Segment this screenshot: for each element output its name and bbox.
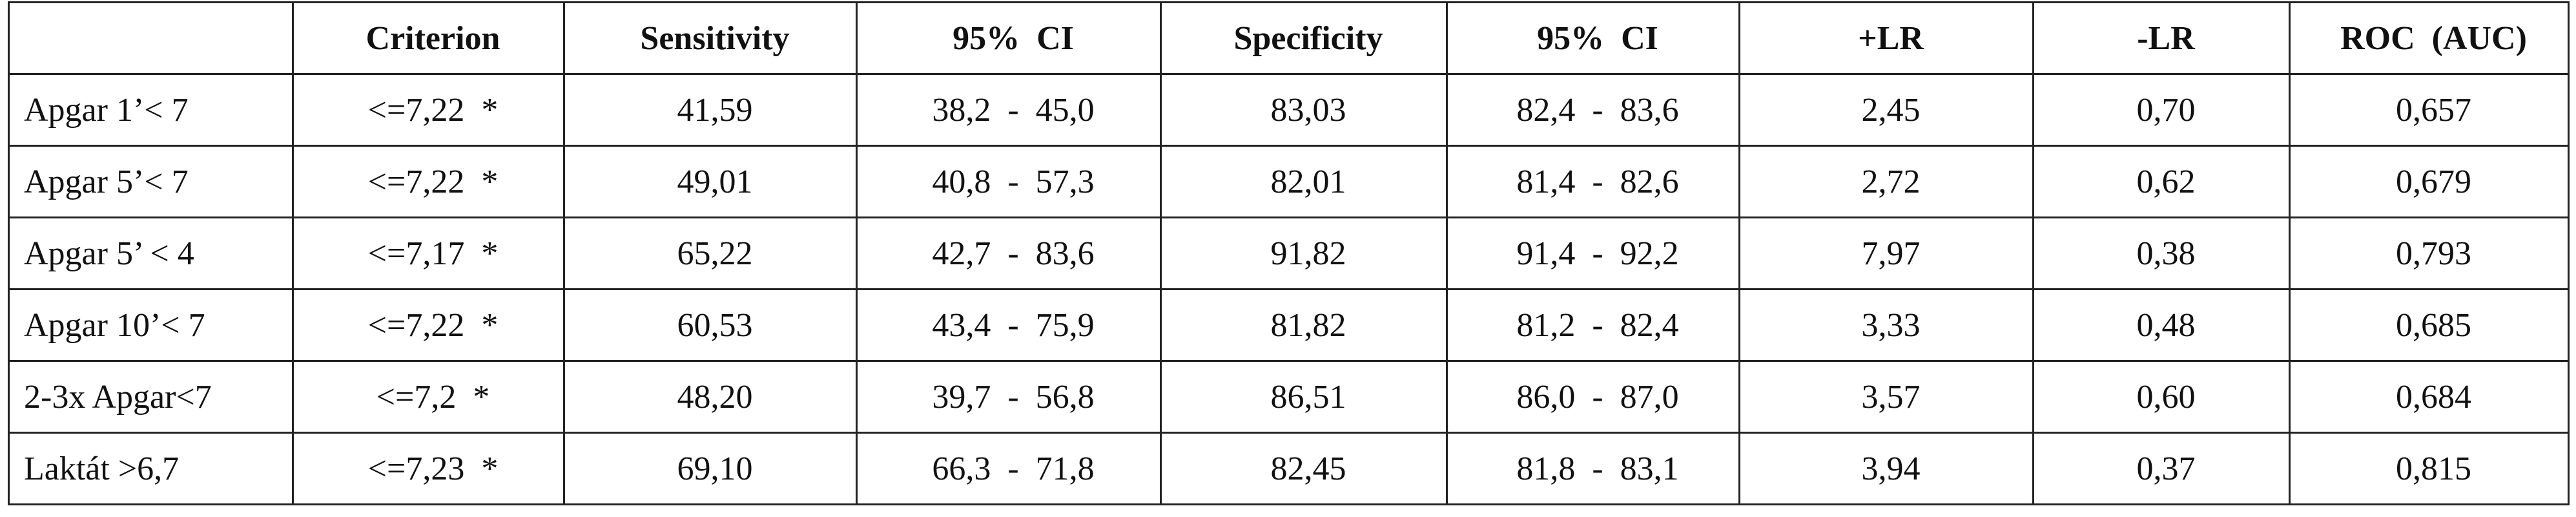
table-row: Laktát >6,7 <=7,23 * 69,10 66,3 - 71,8 82,45… [8,432,2570,505]
table-cell: 0,815 [2289,432,2570,505]
table-cell: 0,685 [2289,288,2570,362]
table-cell: 38,2 - 45,0 [856,73,1162,147]
header-cell: +LR [1738,1,2034,75]
table-cell: 0,38 [2032,216,2291,290]
header-cell: ROC (AUC) [2289,1,2570,75]
table-cell: <=7,17 * [292,216,565,290]
table-cell: <=7,22 * [292,145,565,218]
table-cell: 43,4 - 75,9 [856,288,1162,362]
table-cell: 60,53 [563,288,858,362]
table-cell: 86,0 - 87,0 [1446,360,1740,434]
corner-cell [8,1,294,75]
table-body: Apgar 1’< 7 <=7,22 * 41,59 38,2 - 45,0 83,03… [8,73,2570,505]
header-cell: Sensitivity [563,1,858,75]
table-cell: 40,8 - 57,3 [856,145,1162,218]
table-cell: 81,8 - 83,1 [1446,432,1740,505]
table-cell: 3,33 [1738,288,2034,362]
table-cell: 49,01 [563,145,858,218]
table-cell: 0,48 [2032,288,2291,362]
table-cell: 0,657 [2289,73,2570,147]
table-cell: 0,37 [2032,432,2291,505]
table-cell: 0,70 [2032,73,2291,147]
header-cell: 95% CI [1446,1,1740,75]
table-cell: 7,97 [1738,216,2034,290]
table-row: 2-3x Apgar<7 <=7,2 * 48,20 39,7 - 56,8 86,51… [8,360,2570,434]
table-cell: 0,684 [2289,360,2570,434]
table-cell: 2,72 [1738,145,2034,218]
table-cell: 0,679 [2289,145,2570,218]
table-row: Apgar 10’< 7 <=7,22 * 60,53 43,4 - 75,9 81,8… [8,288,2570,362]
table-cell: 41,59 [563,73,858,147]
table-cell: <=7,23 * [292,432,565,505]
table-cell: <=7,22 * [292,288,565,362]
table-cell: 0,62 [2032,145,2291,218]
table-row: Apgar 1’< 7 <=7,22 * 41,59 38,2 - 45,0 83,03… [8,73,2570,147]
table-cell: 86,51 [1160,360,1448,434]
table-cell: 65,22 [563,216,858,290]
table-cell: 42,7 - 83,6 [856,216,1162,290]
header-cell: Criterion [292,1,565,75]
row-label: Laktát >6,7 [8,432,294,505]
header-row: Criterion Sensitivity 95% CI Specificity 95%… [8,1,2570,75]
table-row: Apgar 5’ < 4 <=7,17 * 65,22 42,7 - 83,6 91,8… [8,216,2570,290]
table-cell: 91,4 - 92,2 [1446,216,1740,290]
table-cell: 2,45 [1738,73,2034,147]
table-cell: 48,20 [563,360,858,434]
table-cell: <=7,2 * [292,360,565,434]
table-cell: 81,82 [1160,288,1448,362]
table-cell: 82,01 [1160,145,1448,218]
table-cell: 81,4 - 82,6 [1446,145,1740,218]
row-label: Apgar 5’ < 4 [8,216,294,290]
row-label: Apgar 10’< 7 [8,288,294,362]
row-label: Apgar 1’< 7 [8,73,294,147]
table-cell: 91,82 [1160,216,1448,290]
table-cell: 81,2 - 82,4 [1446,288,1740,362]
table-cell: 0,60 [2032,360,2291,434]
table-cell: <=7,22 * [292,73,565,147]
table-cell: 83,03 [1160,73,1448,147]
results-table: Criterion Sensitivity 95% CI Specificity 95%… [8,1,2570,505]
table-cell: 82,45 [1160,432,1448,505]
header-cell: Specificity [1160,1,1448,75]
table-cell: 82,4 - 83,6 [1446,73,1740,147]
row-label: 2-3x Apgar<7 [8,360,294,434]
table-cell: 3,94 [1738,432,2034,505]
table-cell: 69,10 [563,432,858,505]
table-cell: 0,793 [2289,216,2570,290]
table-cell: 3,57 [1738,360,2034,434]
header-cell: -LR [2032,1,2291,75]
row-label: Apgar 5’< 7 [8,145,294,218]
table-row: Apgar 5’< 7 <=7,22 * 49,01 40,8 - 57,3 82,01… [8,145,2570,218]
header-cell: 95% CI [856,1,1162,75]
table-cell: 39,7 - 56,8 [856,360,1162,434]
table-cell: 66,3 - 71,8 [856,432,1162,505]
